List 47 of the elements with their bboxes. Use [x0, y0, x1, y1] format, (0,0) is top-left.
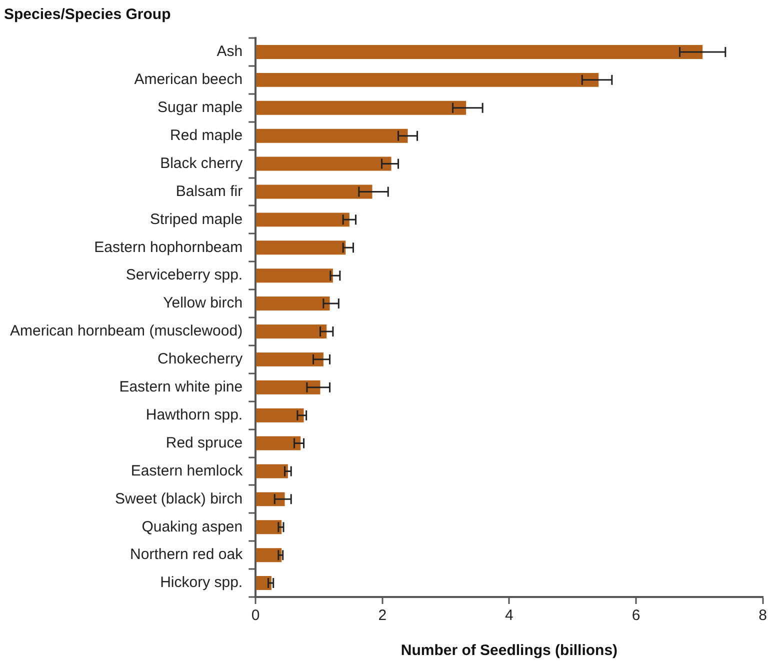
bar: [256, 100, 466, 115]
y-tick-label: Balsam fir: [176, 182, 243, 200]
y-tick-label: Yellow birch: [163, 294, 243, 312]
bar: [256, 240, 346, 255]
y-tick-label: Hawthorn spp.: [146, 406, 243, 424]
y-tick-label: American beech: [134, 71, 243, 88]
y-tick-label: Sweet (black) birch: [115, 490, 243, 508]
bar: [256, 128, 408, 143]
bar: [256, 380, 320, 394]
bar: [256, 464, 288, 478]
y-tick-label: American hornbeam (musclewood): [10, 322, 243, 340]
y-tick-label: Eastern hemlock: [130, 462, 244, 480]
bar: [256, 184, 372, 199]
y-tick-label: Quaking aspen: [142, 518, 243, 536]
y-tick-label: Red spruce: [166, 434, 243, 452]
bar: [256, 576, 272, 590]
y-tick-label: Serviceberry spp.: [126, 266, 243, 284]
bar: [256, 436, 301, 450]
bar: [256, 520, 282, 534]
bar: [256, 44, 703, 59]
x-tick-label: 6: [632, 607, 640, 624]
y-tick-label: Striped maple: [150, 210, 243, 228]
bar: [256, 296, 330, 311]
bar: [256, 548, 282, 562]
y-tick-label: Hickory spp.: [160, 574, 243, 592]
bar: [256, 352, 324, 366]
bar: [256, 156, 392, 171]
y-tick-label: Chokecherry: [158, 350, 244, 368]
x-tick-label: 0: [251, 607, 260, 624]
y-tick-label: Northern red oak: [130, 546, 244, 564]
y-tick-label: Ash: [216, 43, 243, 60]
y-tick-label: Red maple: [170, 126, 243, 144]
y-tick-label: Sugar maple: [158, 99, 243, 116]
y-tick-label: Eastern hophornbeam: [94, 238, 243, 256]
x-tick-label: 4: [505, 607, 514, 624]
y-tick-label: Black cherry: [160, 154, 244, 172]
bar: [256, 268, 333, 283]
bar: [256, 492, 285, 506]
bar: [256, 408, 304, 422]
bar: [256, 324, 327, 338]
x-tick-label: 2: [378, 607, 387, 624]
bar: [256, 212, 350, 227]
text: Species/Species Group: [4, 6, 171, 24]
bar: [256, 72, 599, 87]
x-axis-title: Number of Seedlings (billions): [400, 642, 618, 660]
x-tick-label: 8: [758, 607, 767, 624]
y-tick-label: Eastern white pine: [119, 378, 243, 396]
